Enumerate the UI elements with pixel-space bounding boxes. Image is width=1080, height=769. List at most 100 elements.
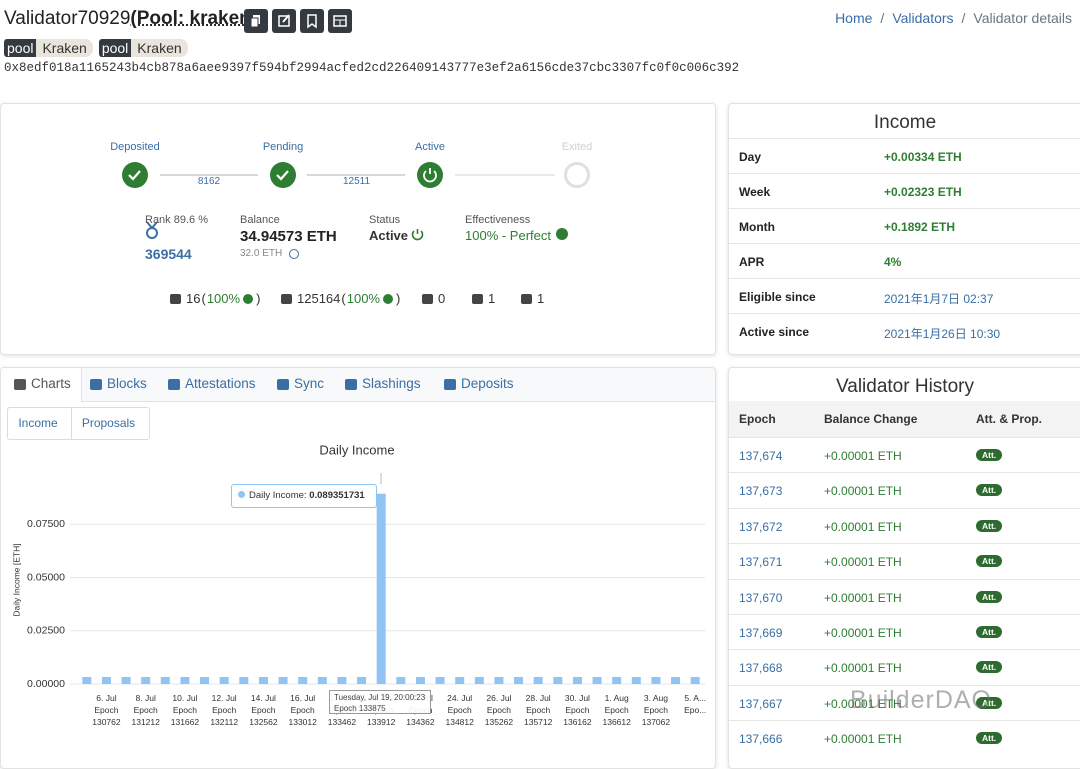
copy-button[interactable] (244, 9, 268, 33)
history-row: 137,669 +0.00001 ETH Att. (729, 614, 1080, 650)
tags: pool Kraken pool Kraken (4, 39, 194, 57)
bookmark-button[interactable] (300, 9, 324, 33)
tooltip-epoch: Epoch 133875 (334, 704, 386, 713)
icon (281, 293, 292, 304)
tab[interactable]: Blocks (107, 376, 147, 391)
tooltip-label: Daily Income: (249, 490, 307, 501)
income-value: +0.1892 ETH (884, 220, 956, 234)
counter: 1 (472, 291, 495, 306)
badge: Att. (976, 555, 1003, 568)
y-tick-label: 0.00000 (27, 678, 65, 690)
tab[interactable]: Attestations (185, 376, 256, 391)
epoch[interactable]: 137,668 (739, 661, 783, 676)
income-label: Day (739, 150, 762, 164)
epoch[interactable]: 137,670 (739, 590, 783, 605)
epoch[interactable]: 137,671 (739, 555, 783, 570)
balance-change: +0.00001 ETH (824, 626, 902, 640)
balance-change: +0.00001 ETH (824, 696, 902, 711)
tooltip: Daily Income: 0.089351731 (231, 484, 377, 508)
step-label: Pending (262, 141, 304, 153)
income-label: Active since (739, 325, 810, 339)
income-label: Eligible since (739, 290, 816, 304)
bar (200, 676, 210, 684)
x-tick-label: 26. Jul Epoch 135262 (484, 693, 514, 727)
bar (553, 676, 563, 684)
rank: 369544 (145, 246, 192, 262)
x-tick-label: 12. Jul Epoch 132112 (210, 693, 239, 727)
subtab[interactable]: Proposals (81, 416, 136, 430)
x-tick-label: 28. Jul Epoch 135712 (524, 693, 553, 727)
bar (592, 676, 602, 684)
income-row: Week +0.02323 ETH (729, 173, 1080, 209)
bar (180, 676, 190, 684)
tab[interactable]: Slashings (362, 376, 421, 391)
history-row: 137,670 +0.00001 ETH Att. (729, 578, 1080, 615)
history-row: 137,667 +0.00001 ETH Att. (729, 684, 1080, 721)
badge: Att. (976, 519, 1003, 532)
x-tick-label: 6. Jul Epoch 130762 (92, 693, 121, 727)
balance-change: +0.00001 ETH (824, 661, 902, 676)
y-tick-label: 0.05000 (27, 571, 65, 583)
history-row: 137,674 +0.00001 ETH Att. (729, 437, 1080, 473)
history-row: 137,668 +0.00001 ETH Att. (729, 649, 1080, 685)
lifecycle-graphic (122, 162, 590, 259)
balance-change: +0.00001 ETH (824, 484, 902, 499)
date-tooltip: Tuesday, Jul 19, 20:00:23 Epoch 133875 (329, 690, 431, 714)
balance-change: +0.00001 ETH (824, 449, 902, 463)
income-value: 2021年1月7日 02:37 (884, 292, 994, 306)
icon (333, 15, 347, 27)
status-card (0, 103, 716, 355)
tag-key: pool (98, 39, 132, 57)
pool-link[interactable]: (Pool: kraken) (130, 8, 258, 29)
step-gap: 8162 (197, 176, 221, 187)
income-row: Eligible since 2021年1月7日 02:37 (729, 278, 1080, 314)
icon (422, 293, 433, 304)
icon (307, 14, 317, 29)
balance-effective: 32.0 ETH (240, 248, 283, 259)
bar (141, 676, 151, 684)
tab[interactable]: Deposits (461, 376, 514, 391)
x-tick-label: 24. Jul Epoch 134812 (445, 693, 474, 727)
breadcrumb-item[interactable]: Validators (892, 10, 954, 26)
history-card: Validator History Epoch Balance Change Att… (728, 367, 1080, 769)
bar (612, 676, 622, 684)
badge: Att. (976, 626, 1003, 638)
open: ( (341, 291, 346, 306)
tab-icon (277, 379, 289, 390)
x-tick-label: 3. Aug Epoch 137062 (641, 693, 671, 727)
edit-button[interactable] (272, 9, 296, 33)
tab-icon (444, 379, 456, 390)
bar (435, 676, 445, 684)
subtab[interactable]: Income (18, 416, 58, 430)
epoch[interactable]: 137,673 (739, 484, 783, 499)
epoch[interactable]: 137,667 (739, 696, 783, 711)
bar (101, 676, 111, 684)
y-tick-label: 0.07500 (27, 518, 65, 530)
bar (671, 676, 681, 684)
history-title: Validator History (836, 376, 974, 397)
icon (278, 14, 290, 27)
history-row: 137,666 +0.00001 ETH Att. (729, 720, 1080, 756)
badge: Att. (976, 449, 1003, 461)
epoch[interactable]: 137,674 (739, 449, 783, 463)
tab[interactable]: Charts (31, 376, 71, 391)
balance-change: +0.00001 ETH (824, 555, 902, 570)
x-tick-label: 14. Jul Epoch 132562 (249, 693, 278, 727)
badge: Att. (976, 732, 1003, 745)
epoch[interactable]: 137,666 (739, 732, 783, 747)
step-label: Deposited (110, 141, 160, 153)
title: Validator70929 (4, 8, 131, 29)
tab[interactable]: Sync (294, 376, 325, 391)
bar (415, 676, 425, 684)
epoch[interactable]: 137,669 (739, 626, 783, 640)
epoch[interactable]: 137,672 (739, 519, 783, 534)
balance-change: +0.00001 ETH (824, 519, 902, 534)
table-button[interactable] (328, 9, 352, 33)
bar (239, 676, 249, 684)
count: 125164 (297, 291, 341, 306)
rank-label: Rank 89.6 % (145, 214, 208, 226)
breadcrumb-item[interactable]: Home (835, 10, 873, 26)
badge: Att. (976, 484, 1003, 497)
bar (258, 676, 268, 684)
count: 1 (488, 291, 496, 306)
